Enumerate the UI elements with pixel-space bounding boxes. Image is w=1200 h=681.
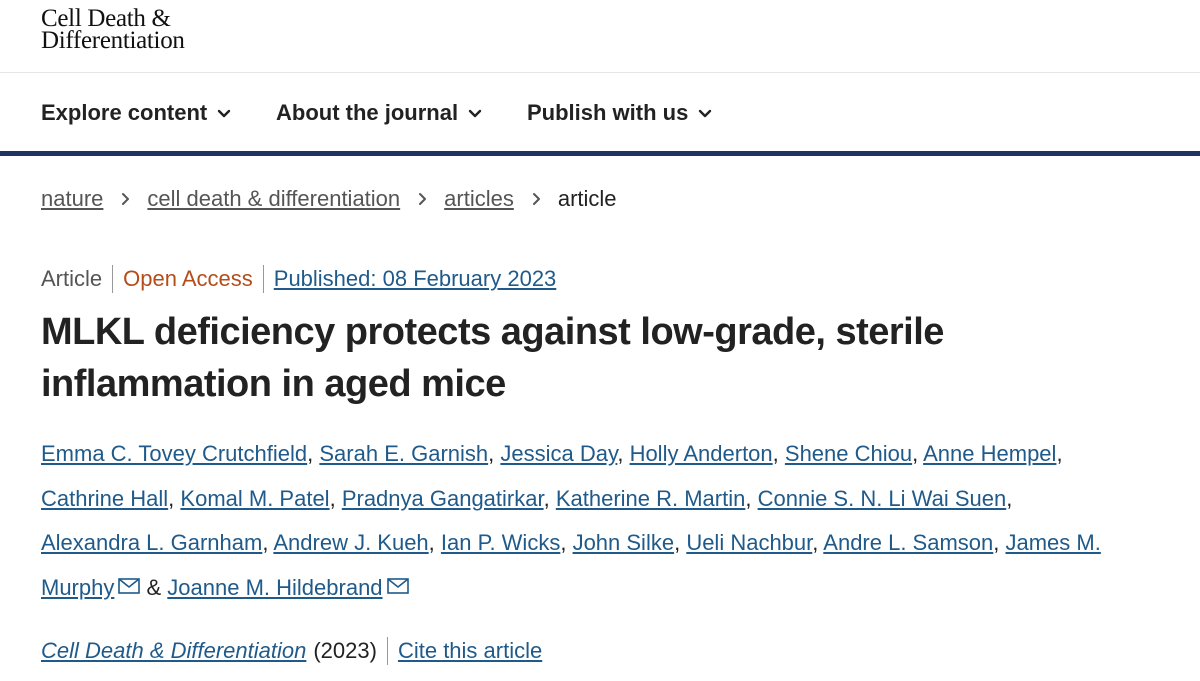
article-meta: Article Open Access Published: 08 Februa… [41,265,556,293]
journal-link[interactable]: Cell Death & Differentiation [41,638,307,663]
chevron-right-icon [532,193,540,205]
nav-publish-with-us[interactable]: Publish with us [527,100,714,126]
breadcrumb: nature cell death & differentiation arti… [41,186,617,212]
nav-explore-content[interactable]: Explore content [41,100,233,126]
author-link[interactable]: Alexandra L. Garnham [41,530,263,555]
author-list: Emma C. Tovey Crutchfield, Sarah E. Garn… [41,441,1101,600]
author-link[interactable]: Shene Chiou [784,441,913,466]
nav-label: Explore content [41,100,208,125]
nav-label: About the journal [276,100,459,125]
nav-label: Publish with us [527,100,689,125]
logo-line-1: Cell Death & [41,5,171,32]
article-title: MLKL deficiency protects against low-gra… [41,311,944,405]
divider [112,265,114,293]
author-link[interactable]: Holly Anderton [629,441,773,466]
logo-line-2: Differentiation [41,27,185,54]
citation-line: Cell Death & Differentiation (2023) Cite… [41,637,542,665]
chevron-down-icon [218,109,231,118]
author-link[interactable]: James M. Murphy [41,530,1101,600]
chevron-down-icon [468,109,482,118]
author-link[interactable]: Ian P. Wicks [440,530,561,555]
breadcrumb-nature[interactable]: nature [41,186,104,211]
author-link[interactable]: Sarah E. Garnish [319,441,489,466]
author-link[interactable]: John Silke [572,530,675,555]
envelope-icon[interactable] [386,577,409,594]
journal-logo[interactable]: Cell Death & Differentiation [41,5,185,54]
author-link[interactable]: Komal M. Patel [180,485,330,511]
author-link[interactable]: Andrew J. Kueh [273,530,429,555]
cite-article-link[interactable]: Cite this article [397,638,543,663]
author-link[interactable]: Emma C. Tovey Crutchfield [41,441,308,466]
site-header: Cell Death & Differentiation [0,0,1200,73]
breadcrumb-articles[interactable]: articles [444,186,514,211]
nav-about-journal[interactable]: About the journal [276,100,484,126]
main-nav: Explore content About the journal Publis… [0,73,1200,156]
author-ampersand: & [146,574,162,600]
author-link[interactable]: Katherine R. Martin [555,485,746,511]
author-link[interactable]: Pradnya Gangatirkar [341,485,544,511]
chevron-right-icon [419,193,427,205]
author-link[interactable]: Ueli Nachbur [686,530,813,555]
chevron-down-icon [699,109,712,118]
open-access-badge: Open Access [123,266,253,291]
breadcrumb-journal[interactable]: cell death & differentiation [147,186,401,211]
breadcrumb-current: article [557,186,617,211]
published-date-link[interactable]: Published: 08 February 2023 [273,266,557,291]
author-link[interactable]: Andre L. Samson [823,530,994,555]
author-link[interactable]: Joanne M. Hildebrand [167,574,383,600]
divider [262,265,264,293]
author-link[interactable]: Jessica Day [500,441,618,466]
publication-year: (2023) [313,638,377,663]
divider [386,637,388,665]
envelope-icon[interactable] [118,577,141,594]
chevron-right-icon [122,193,130,205]
author-link[interactable]: Cathrine Hall [41,485,169,511]
author-link[interactable]: Anne Hempel [923,441,1057,466]
author-link[interactable]: Connie S. N. Li Wai Suen [757,485,1007,511]
article-type: Article [41,266,103,291]
